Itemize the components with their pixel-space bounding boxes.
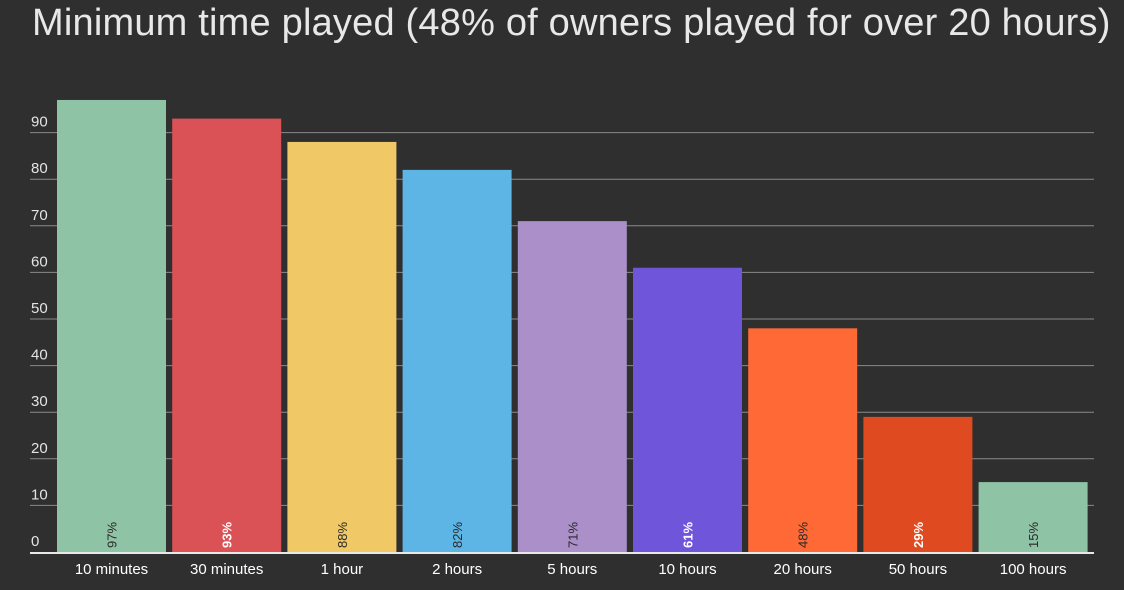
x-tick-label: 50 hours bbox=[889, 561, 947, 578]
data-label: 71% bbox=[565, 522, 580, 548]
data-label: 97% bbox=[105, 522, 120, 548]
y-tick-label: 40 bbox=[31, 347, 48, 364]
y-tick-label: 90 bbox=[31, 114, 48, 131]
data-label: 88% bbox=[335, 522, 350, 548]
x-tick-label: 10 hours bbox=[658, 561, 716, 578]
bar bbox=[287, 141, 397, 553]
y-tick-label: 20 bbox=[31, 440, 48, 457]
y-tick-label: 80 bbox=[31, 160, 48, 177]
x-tick-label: 1 hour bbox=[321, 561, 364, 578]
data-label: 29% bbox=[911, 522, 926, 548]
y-tick-label: 50 bbox=[31, 300, 48, 317]
chart-title: Minimum time played (48% of owners playe… bbox=[32, 2, 1111, 44]
x-tick-label: 20 hours bbox=[774, 561, 832, 578]
x-tick-label: 10 minutes bbox=[75, 561, 148, 578]
bar bbox=[978, 482, 1088, 552]
x-tick-label: 30 minutes bbox=[190, 561, 263, 578]
bar bbox=[633, 267, 742, 552]
bar bbox=[57, 99, 166, 552]
data-label: 15% bbox=[1026, 522, 1041, 548]
bar bbox=[748, 328, 858, 552]
data-label: 61% bbox=[681, 522, 696, 548]
bar bbox=[402, 169, 512, 552]
data-label: 93% bbox=[220, 522, 235, 548]
x-tick-label: 5 hours bbox=[547, 561, 597, 578]
y-tick-label: 60 bbox=[31, 253, 48, 270]
y-tick-label: 10 bbox=[31, 486, 48, 503]
x-tick-label: 2 hours bbox=[432, 561, 482, 578]
y-tick-label: 0 bbox=[31, 533, 39, 550]
y-tick-label: 70 bbox=[31, 207, 48, 224]
bar bbox=[863, 416, 973, 552]
bar bbox=[172, 118, 282, 553]
data-label: 48% bbox=[796, 522, 811, 548]
bar bbox=[517, 221, 627, 552]
y-tick-label: 30 bbox=[31, 393, 48, 410]
x-tick-label: 100 hours bbox=[1000, 561, 1067, 578]
data-label: 82% bbox=[450, 522, 465, 548]
